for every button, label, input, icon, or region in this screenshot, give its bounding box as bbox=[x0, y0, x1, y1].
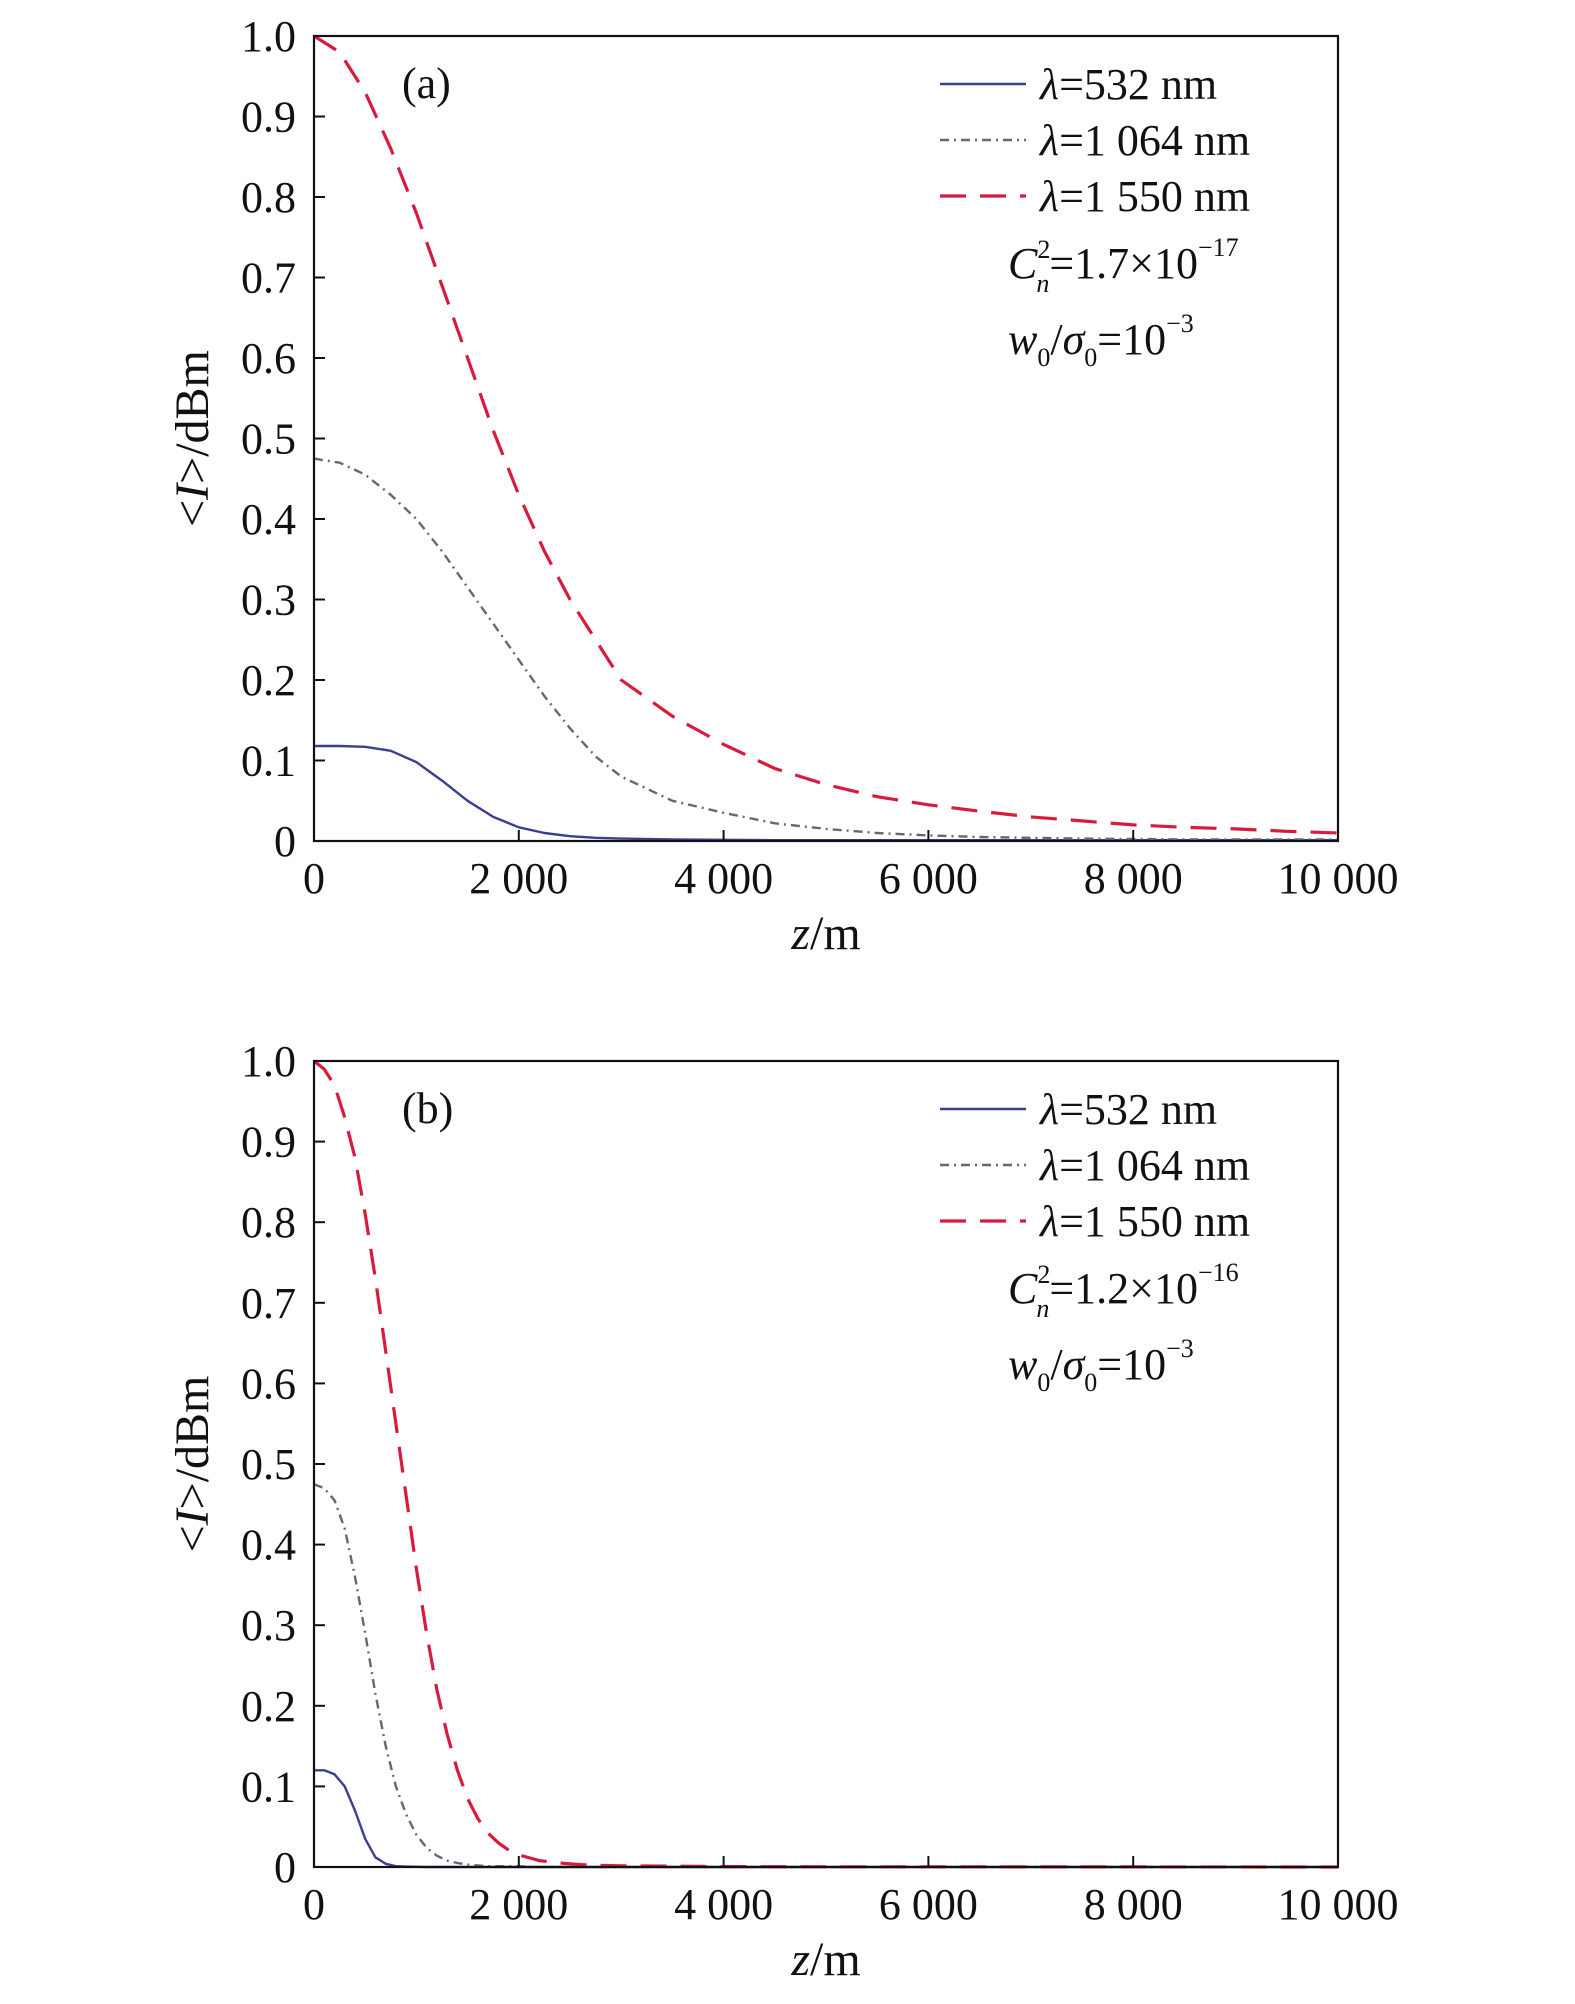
y-tick-label: 0.8 bbox=[241, 173, 296, 222]
y-tick-label: 0.6 bbox=[241, 334, 296, 383]
x-tick-label: 6 000 bbox=[879, 854, 978, 903]
x-tick-label: 10 000 bbox=[1278, 1880, 1399, 1929]
y-tick-label: 1.0 bbox=[241, 12, 296, 61]
y-tick-label: 0.2 bbox=[241, 1682, 296, 1731]
x-tick-label: 2 000 bbox=[469, 854, 568, 903]
x-tick-label: 10 000 bbox=[1278, 854, 1399, 903]
y-tick-label: 0.6 bbox=[241, 1359, 296, 1408]
y-tick-label: 0.8 bbox=[241, 1198, 296, 1247]
legend-label-2: λ=1 550 nm bbox=[1038, 1197, 1250, 1246]
panel-a: 0 2 000 4 000 6 000 8 000 10 000 0 0.1 0.2 0.3 0.4… bbox=[166, 12, 1399, 960]
x-axis-label: z/m bbox=[790, 907, 860, 960]
x-axis-label: z/m bbox=[790, 1933, 860, 1986]
y-tick-label: 0.5 bbox=[241, 1440, 296, 1489]
y-tick-label: 0.9 bbox=[241, 93, 296, 142]
series-line-0 bbox=[314, 1769, 1338, 1869]
series-line-1 bbox=[313, 457, 1338, 841]
panel-label: (b) bbox=[402, 1084, 453, 1133]
ratio-annotation: w0/σ0=10−3 bbox=[1008, 1334, 1194, 1397]
y-tick-label: 1.0 bbox=[241, 1037, 296, 1086]
y-tick-label: 0.4 bbox=[241, 1521, 296, 1570]
legend-label-0: λ=532 nm bbox=[1038, 1085, 1217, 1134]
y-tick-label: 0.3 bbox=[241, 1601, 296, 1650]
y-tick-label: 0.4 bbox=[241, 495, 296, 544]
cn2-annotation: C2 n=1.7×10−17 bbox=[1008, 233, 1239, 298]
y-tick-label: 0.3 bbox=[241, 576, 296, 625]
y-axis-label: <I>/dBm bbox=[166, 350, 219, 527]
y-axis-label: <I>/dBm bbox=[166, 1376, 219, 1553]
legend-label-2: λ=1 550 nm bbox=[1038, 172, 1250, 221]
x-tick-label: 6 000 bbox=[879, 1880, 978, 1929]
x-tick-label: 2 000 bbox=[469, 1880, 568, 1929]
y-tick-label: 0 bbox=[274, 1843, 296, 1892]
ratio-annotation: w0/σ0=10−3 bbox=[1008, 309, 1194, 372]
series-line-1 bbox=[313, 1483, 1338, 1869]
x-tick-label: 4 000 bbox=[674, 854, 773, 903]
x-tick-label: 8 000 bbox=[1084, 1880, 1183, 1929]
y-tick-label: 0.2 bbox=[241, 656, 296, 705]
y-tick-label: 0.7 bbox=[241, 1279, 296, 1328]
cn2-annotation: C2 n=1.2×10−16 bbox=[1008, 1258, 1239, 1323]
y-tick-label: 0.7 bbox=[241, 254, 296, 303]
x-tick-label: 8 000 bbox=[1084, 854, 1183, 903]
y-tick-label: 0.9 bbox=[241, 1118, 296, 1167]
y-tick-label: 0.1 bbox=[241, 737, 296, 786]
legend-label-0: λ=532 nm bbox=[1038, 60, 1217, 109]
panel-b: 0 2 000 4 000 6 000 8 000 10 000 0 0.1 0.2 0.3 0.4… bbox=[166, 1037, 1399, 1986]
x-tick-label: 0 bbox=[303, 1880, 325, 1929]
legend-label-1: λ=1 064 nm bbox=[1038, 116, 1250, 165]
series-line-2 bbox=[313, 34, 1339, 835]
x-tick-label: 4 000 bbox=[674, 1880, 773, 1929]
series-line-0 bbox=[314, 744, 1338, 842]
y-tick-label: 0.5 bbox=[241, 415, 296, 464]
y-tick-label: 0 bbox=[274, 817, 296, 866]
x-tick-label: 0 bbox=[303, 854, 325, 903]
legend-label-1: λ=1 064 nm bbox=[1038, 1141, 1250, 1190]
y-tick-label: 0.1 bbox=[241, 1762, 296, 1811]
panel-label: (a) bbox=[402, 59, 451, 108]
